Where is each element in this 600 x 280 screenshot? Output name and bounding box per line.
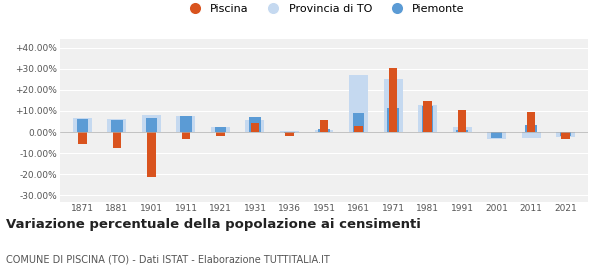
Bar bbox=[251, 123, 259, 132]
Bar bbox=[78, 132, 87, 144]
Bar bbox=[521, 132, 541, 138]
Bar bbox=[216, 132, 225, 136]
Bar bbox=[526, 125, 536, 132]
Bar bbox=[113, 132, 121, 148]
Bar bbox=[245, 120, 265, 132]
Bar bbox=[215, 127, 226, 132]
Text: COMUNE DI PISCINA (TO) - Dati ISTAT - Elaborazione TUTTITALIA.IT: COMUNE DI PISCINA (TO) - Dati ISTAT - El… bbox=[6, 255, 330, 265]
Bar bbox=[383, 79, 403, 132]
Bar bbox=[457, 130, 467, 132]
Bar bbox=[423, 101, 432, 132]
Bar bbox=[527, 112, 535, 132]
Bar bbox=[491, 132, 502, 138]
Bar bbox=[418, 105, 437, 132]
Bar bbox=[182, 132, 190, 139]
Legend: Piscina, Provincia di TO, Piemonte: Piscina, Provincia di TO, Piemonte bbox=[179, 0, 469, 18]
Bar bbox=[353, 113, 364, 132]
Bar bbox=[349, 75, 368, 132]
Bar bbox=[211, 127, 230, 132]
Bar bbox=[73, 118, 92, 132]
Bar bbox=[422, 106, 433, 132]
Bar bbox=[146, 118, 157, 132]
Bar bbox=[561, 132, 570, 139]
Bar bbox=[142, 115, 161, 132]
Bar bbox=[250, 117, 260, 132]
Bar bbox=[176, 116, 196, 132]
Bar bbox=[147, 132, 156, 177]
Bar bbox=[181, 116, 191, 132]
Bar bbox=[284, 132, 295, 133]
Text: Variazione percentuale della popolazione ai censimenti: Variazione percentuale della popolazione… bbox=[6, 218, 421, 231]
Bar bbox=[112, 120, 122, 132]
Bar bbox=[319, 129, 329, 132]
Bar bbox=[388, 108, 398, 132]
Bar bbox=[280, 131, 299, 132]
Bar bbox=[354, 126, 363, 132]
Bar bbox=[452, 127, 472, 132]
Bar bbox=[487, 132, 506, 139]
Bar bbox=[389, 68, 397, 132]
Bar bbox=[107, 119, 127, 132]
Bar bbox=[314, 130, 334, 132]
Bar bbox=[285, 132, 294, 136]
Bar bbox=[556, 132, 575, 137]
Bar bbox=[560, 132, 571, 136]
Bar bbox=[320, 120, 328, 132]
Bar bbox=[77, 119, 88, 132]
Bar bbox=[458, 110, 466, 132]
